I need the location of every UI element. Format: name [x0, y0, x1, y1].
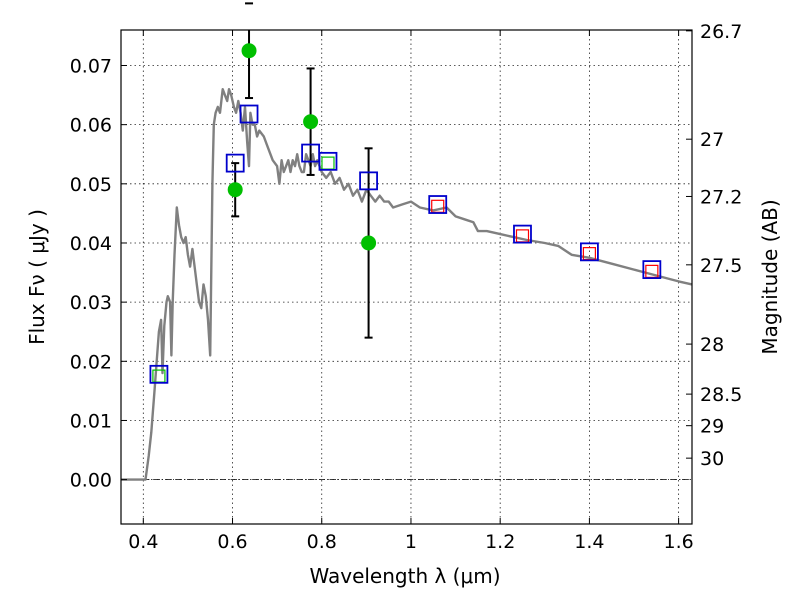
model-phot-square — [513, 224, 532, 244]
y-tick-label: 0.00 — [70, 470, 112, 492]
x-tick-label: 0.6 — [217, 531, 247, 553]
model-phot-square — [318, 151, 338, 171]
model-phot-square — [359, 171, 378, 191]
x-axis-label: Wavelength λ (μm) — [309, 564, 500, 588]
mag-tick-label: 29 — [700, 416, 724, 438]
x-tick-label: 1.6 — [664, 531, 694, 553]
y-tick-label: 0.01 — [70, 410, 112, 432]
model-phot-square — [239, 104, 259, 124]
mag-tick-label: 27.5 — [700, 255, 742, 277]
mag-tick-label: 28.5 — [700, 384, 742, 406]
grid — [121, 30, 692, 524]
x-tick-label: 0.4 — [128, 531, 158, 553]
plot-area — [121, 2, 693, 481]
observed-point — [227, 182, 243, 198]
mag-tick-label: 27 — [700, 129, 724, 151]
observed-point — [361, 235, 377, 251]
y-tick-label: 0.05 — [70, 174, 112, 196]
mag-tick-label: 28 — [700, 334, 724, 356]
y-axis-label-right: Magnitude (AB) — [758, 199, 782, 354]
x-tick-label: 1.4 — [574, 531, 604, 553]
plot-frame — [120, 29, 693, 525]
mag-tick-label: 26.7 — [700, 21, 742, 43]
observed-point — [303, 114, 319, 130]
model-phot-square — [579, 242, 599, 262]
model-phot-square — [225, 153, 245, 173]
y-tick-label: 0.03 — [70, 292, 112, 314]
x-tick-label: 0.8 — [307, 531, 337, 553]
y-axis-label: Flux Fν ( μJy ) — [25, 209, 49, 345]
y-tick-label: 0.06 — [70, 115, 112, 137]
mag-tick-label: 27.2 — [700, 186, 742, 208]
mag-tick-label: 30 — [700, 448, 724, 470]
model-phot-square — [642, 260, 662, 280]
x-tick-label: 1 — [405, 531, 417, 553]
y-tick-label: 0.02 — [70, 351, 112, 373]
y-tick-label: 0.07 — [70, 55, 112, 77]
y-tick-label: 0.04 — [70, 233, 112, 255]
observed-point — [241, 43, 257, 59]
axes: 0.4 0.6 0.8 1 1.2 1.4 1.6 0.00 0.01 0.02 0.03 0.04 0… — [70, 21, 743, 553]
model-phot-square — [149, 364, 169, 384]
x-tick-label: 1.2 — [485, 531, 515, 553]
model-phot-square — [428, 195, 448, 214]
model-spectrum-line — [121, 88, 693, 481]
